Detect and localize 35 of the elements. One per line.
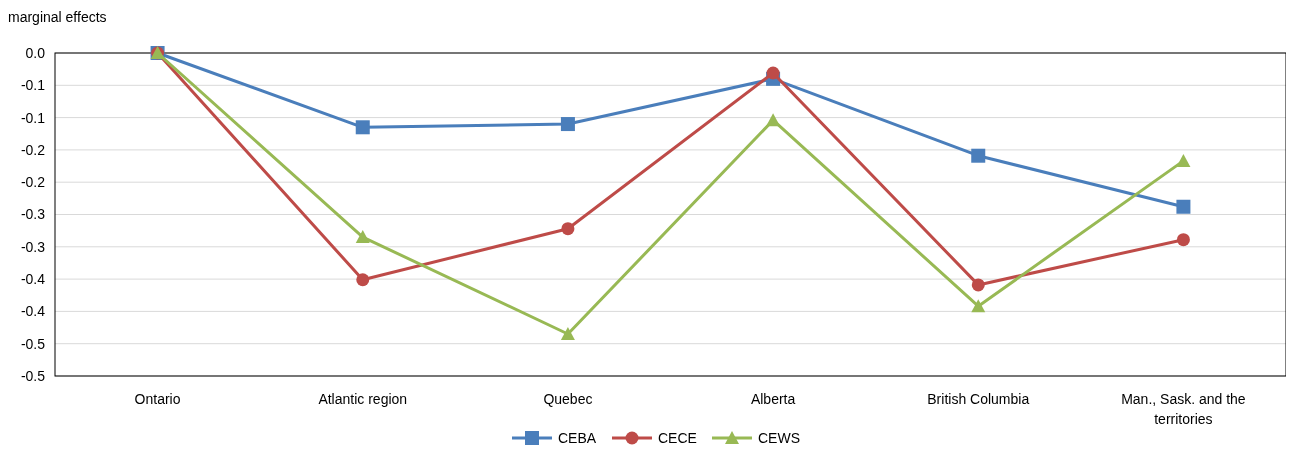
point — [766, 66, 780, 80]
point — [560, 117, 575, 132]
y-tick-label: -0.1 — [20, 109, 46, 126]
legend-label: CECE — [658, 429, 697, 446]
point — [356, 273, 370, 287]
y-tick-label: 0.0 — [25, 44, 46, 61]
point — [971, 278, 985, 292]
y-tick-label: -0.5 — [20, 367, 46, 384]
y-tick-label: -0.5 — [20, 335, 46, 352]
x-tick-label: Quebec — [543, 391, 593, 407]
point — [561, 222, 575, 236]
y-tick-label: -0.3 — [20, 238, 46, 255]
point — [971, 148, 986, 163]
legend-label: CEWS — [758, 429, 800, 446]
y-tick-label: -0.3 — [20, 206, 46, 223]
y-tick-label: -0.1 — [20, 77, 46, 94]
x-tick-label: Man., Sask. and the territories — [1121, 391, 1246, 427]
x-tick-label: Atlantic region — [318, 391, 408, 407]
y-tick-label: -0.4 — [20, 271, 46, 287]
point — [766, 113, 781, 127]
x-tick-label: British Columbia — [927, 391, 1030, 407]
y-tick-label: -0.2 — [20, 141, 46, 158]
y-tick-label: -0.4 — [20, 303, 46, 320]
y-tick-label: -0.2 — [20, 174, 46, 191]
point — [1176, 233, 1190, 247]
point — [971, 299, 986, 313]
point — [355, 120, 370, 135]
y-axis-title: marginal effects — [8, 9, 107, 25]
point — [355, 230, 370, 244]
point — [1176, 153, 1191, 167]
point — [560, 327, 575, 341]
x-tick-label: Ontario — [134, 391, 181, 407]
legend-label: CEBA — [558, 429, 597, 446]
x-tick-label: Alberta — [750, 391, 796, 407]
point — [1176, 199, 1191, 214]
